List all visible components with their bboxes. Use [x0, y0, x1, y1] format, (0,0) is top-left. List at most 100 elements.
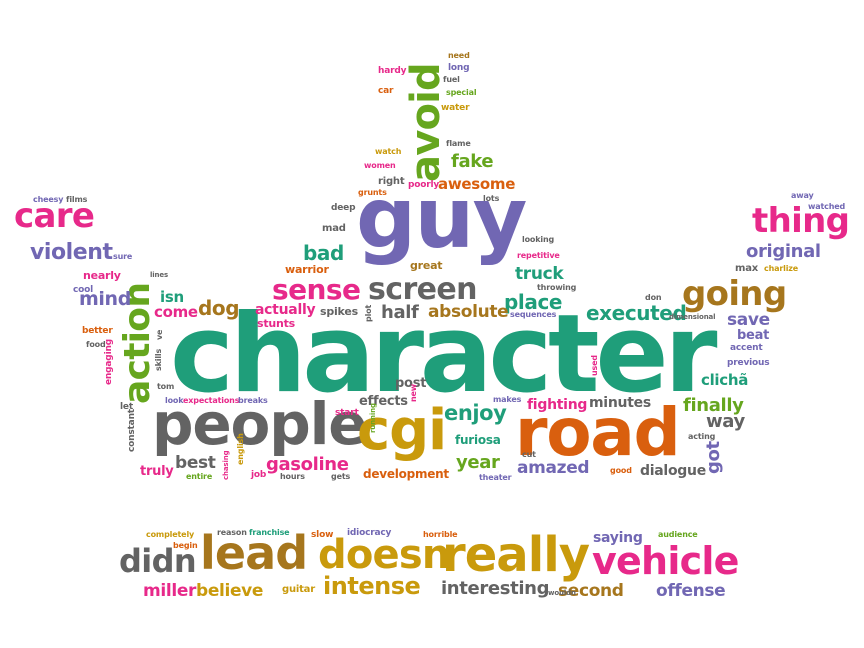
word-lots: lots — [483, 194, 500, 203]
word-audience: audience — [658, 530, 698, 539]
word-great: great — [410, 259, 443, 272]
word-development: development — [363, 467, 449, 481]
word-slow: slow — [311, 530, 334, 540]
word-come: come — [154, 303, 198, 321]
word-miller: miller — [143, 581, 197, 601]
word-grunts: grunts — [358, 188, 387, 197]
word-dog: dog — [198, 296, 240, 320]
word-intense: intense — [323, 572, 421, 600]
word-ve: ve — [155, 329, 164, 340]
word-awesome: awesome — [438, 175, 516, 193]
word-second: second — [558, 581, 624, 601]
word-expectations: expectations — [183, 396, 240, 405]
word-special: special — [446, 88, 477, 97]
word-mad: mad — [322, 223, 346, 234]
word-idiocracy: idiocracy — [347, 528, 392, 538]
word-people: people — [152, 390, 368, 458]
word-throwing: throwing — [537, 283, 577, 292]
word-didn: didn — [119, 542, 197, 580]
word-really: really — [442, 527, 590, 583]
word-previous: previous — [727, 358, 770, 368]
word-new: new — [409, 383, 418, 402]
word-guitar: guitar — [282, 584, 315, 595]
word-screen: screen — [368, 272, 477, 307]
word-guy: guy — [356, 169, 527, 267]
word-breaks: breaks — [238, 396, 268, 405]
word-amazed: amazed — [517, 458, 590, 478]
word-doesn: doesn — [318, 532, 450, 578]
word-franchise: franchise — [249, 528, 290, 537]
word-sequences: sequences — [510, 310, 557, 319]
word-max: max — [735, 263, 759, 274]
word-start: start — [335, 408, 359, 418]
word-fake: fake — [451, 151, 494, 172]
word-used: used — [590, 355, 599, 376]
word-going: going — [682, 274, 787, 314]
word-women: women — [364, 161, 396, 170]
word-beat: beat — [737, 328, 770, 343]
word-hardy: hardy — [378, 66, 407, 76]
word-wouldn: wouldn — [548, 589, 576, 597]
word-constant: constant — [127, 409, 137, 452]
word-completely: completely — [146, 530, 195, 539]
word-entire: entire — [186, 472, 213, 481]
word-actually: actually — [255, 302, 316, 318]
word-offense: offense — [656, 581, 726, 601]
word-better: better — [82, 326, 113, 336]
word-chasing: chasing — [222, 450, 230, 480]
word-half: half — [381, 302, 419, 323]
word-road: road — [515, 394, 681, 471]
word-original: original — [746, 241, 821, 262]
word-engaging: engaging — [104, 339, 114, 385]
word-films: films — [66, 195, 88, 204]
word-plot: plot — [364, 304, 373, 322]
word-gasoline: gasoline — [266, 454, 349, 475]
word-looking: looking — [522, 235, 555, 244]
word-nearly: nearly — [83, 269, 121, 282]
word-watched: watched — [808, 202, 846, 211]
word-let: let — [120, 402, 133, 412]
word-interesting: interesting — [441, 578, 550, 599]
word-fighting: fighting — [527, 397, 588, 413]
word-repetitive: repetitive — [517, 251, 560, 260]
word-truly: truly — [140, 464, 174, 479]
word-effects: effects — [359, 394, 408, 409]
word-cool: cool — [73, 285, 94, 295]
word-flame: flame — [446, 139, 471, 148]
word-got: got — [703, 441, 724, 474]
word-sure: sure — [113, 252, 133, 261]
word-enjoy: enjoy — [444, 401, 507, 425]
word-look: look — [165, 396, 184, 405]
word-horrible: horrible — [423, 530, 458, 539]
word-begin: begin — [173, 541, 198, 550]
word-long: long — [448, 63, 470, 73]
word-job: job — [251, 470, 267, 480]
word-deep: deep — [331, 203, 356, 213]
word-skills: skills — [154, 348, 163, 371]
word-hours: hours — [280, 472, 305, 481]
word-warrior: warrior — [285, 263, 329, 276]
word-executed: executed — [586, 301, 687, 325]
word-cut: cut — [522, 450, 536, 459]
word-accent: accent — [730, 343, 763, 353]
word-post: post — [395, 376, 427, 391]
word-fuel: fuel — [443, 75, 460, 84]
word-don: don — [645, 293, 662, 302]
word-isn: isn — [160, 288, 184, 306]
word-car: car — [378, 86, 394, 96]
word-character: character — [170, 292, 718, 417]
word-sense: sense — [272, 273, 361, 306]
word-dialogue: dialogue — [640, 463, 706, 479]
word-lead: lead — [200, 526, 308, 580]
word-thing: thing — [752, 201, 850, 241]
word-finally: finally — [683, 395, 744, 416]
word-cheesy: cheesy — [33, 195, 64, 204]
word-absolute: absolute — [428, 302, 509, 322]
word-spikes: spikes — [320, 305, 358, 318]
word-furiosa: furiosa — [455, 433, 501, 447]
word-acting: acting — [688, 432, 716, 441]
word-saying: saying — [593, 530, 643, 546]
word-stunts: stunts — [257, 317, 295, 330]
word-reason: reason — [217, 528, 247, 537]
